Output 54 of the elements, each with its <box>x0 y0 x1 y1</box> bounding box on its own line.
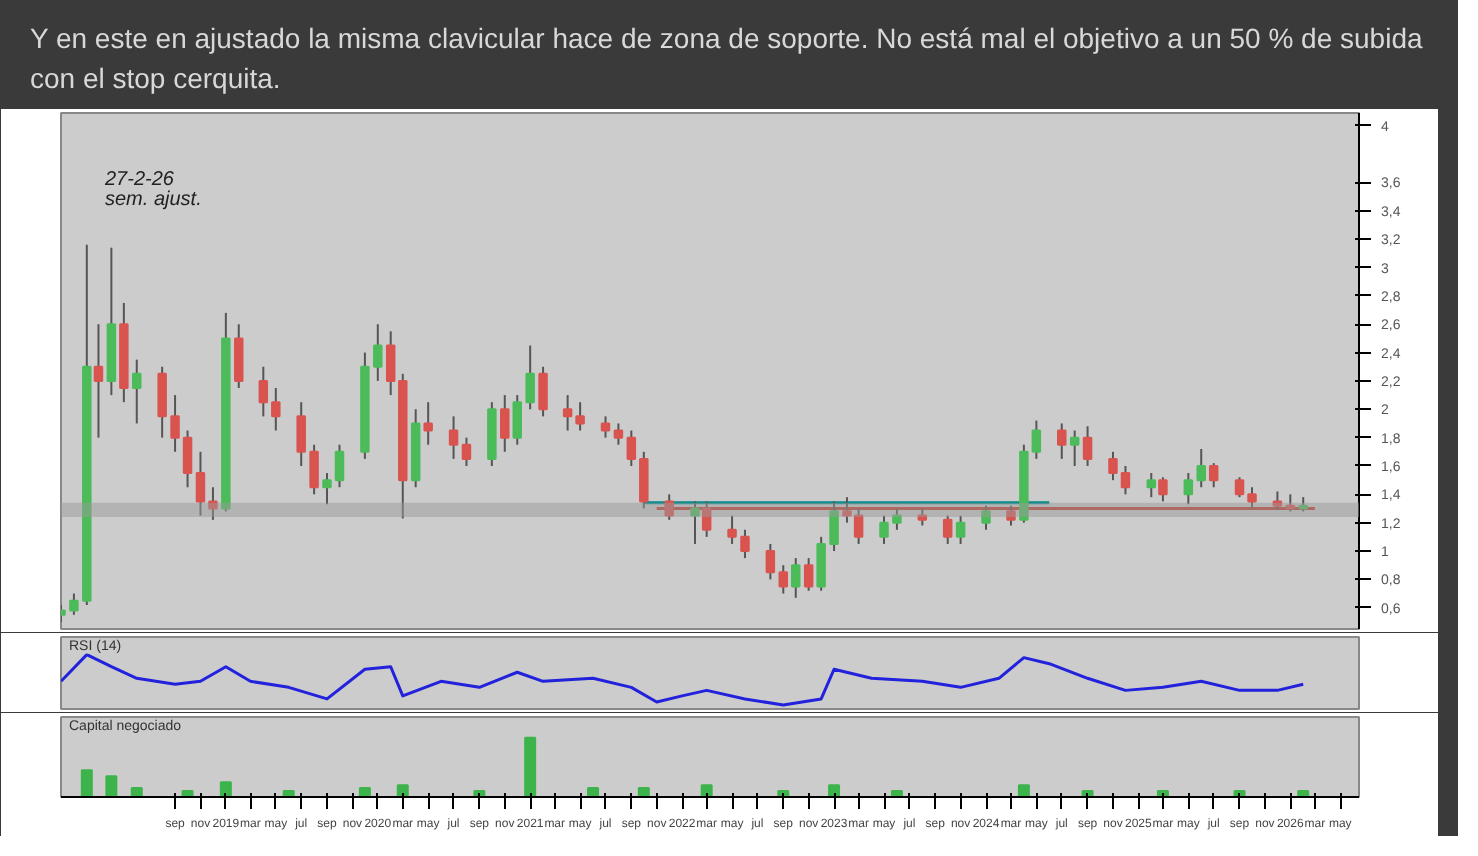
candlestick <box>1158 476 1168 503</box>
candlestick <box>955 514 966 545</box>
candlestick <box>309 443 319 496</box>
bar <box>105 775 118 797</box>
bar <box>828 784 841 797</box>
bar <box>80 769 93 797</box>
candlestick <box>538 365 548 418</box>
candlestick <box>727 514 737 545</box>
bar <box>219 781 232 797</box>
bar <box>637 787 650 797</box>
bar <box>700 784 713 797</box>
candlestick <box>664 493 674 521</box>
candlestick <box>500 394 510 453</box>
bar <box>1017 784 1030 797</box>
candlestick <box>816 535 826 592</box>
annotation: sem. ajust. <box>105 189 202 211</box>
candlestick <box>1069 429 1080 467</box>
candlestick <box>423 401 433 446</box>
chart-title: Y en este en ajustado la misma clavicular hace de zona de soporte. No está mal el objetivo a un 50 % de subida con el stop cerquita. <box>30 20 1425 98</box>
bar <box>587 787 600 797</box>
candlestick <box>803 557 814 592</box>
candlestick <box>448 415 459 460</box>
candlestick <box>93 323 104 439</box>
candlestick <box>613 422 624 446</box>
candlestick <box>600 415 611 439</box>
candlestick <box>829 500 839 553</box>
candlestick <box>1272 490 1283 511</box>
candlestick <box>234 323 244 390</box>
candlestick <box>942 514 953 545</box>
candlestick <box>1146 472 1157 499</box>
bar <box>130 787 143 797</box>
candlestick <box>791 557 801 599</box>
annotation: 27-2-26 <box>103 169 175 191</box>
candlestick <box>690 500 700 545</box>
candlestick <box>740 528 750 560</box>
candlestick <box>1082 425 1093 467</box>
candlestick <box>1006 504 1016 527</box>
candlestick <box>296 401 306 467</box>
candlestick <box>461 436 472 467</box>
candlestick <box>1057 422 1067 460</box>
candlestick <box>373 323 383 382</box>
candlestick <box>701 500 712 538</box>
bar <box>524 736 537 797</box>
candlestick <box>512 394 522 446</box>
candlestick <box>765 542 776 581</box>
candlestick <box>525 344 535 411</box>
candlestick <box>132 358 142 425</box>
candlestick <box>1196 447 1206 489</box>
candlestick <box>778 564 789 595</box>
bar <box>358 787 371 797</box>
bar <box>396 784 409 797</box>
candlestick <box>1183 472 1194 506</box>
candlestick <box>981 504 991 531</box>
candlestick <box>1208 462 1219 489</box>
